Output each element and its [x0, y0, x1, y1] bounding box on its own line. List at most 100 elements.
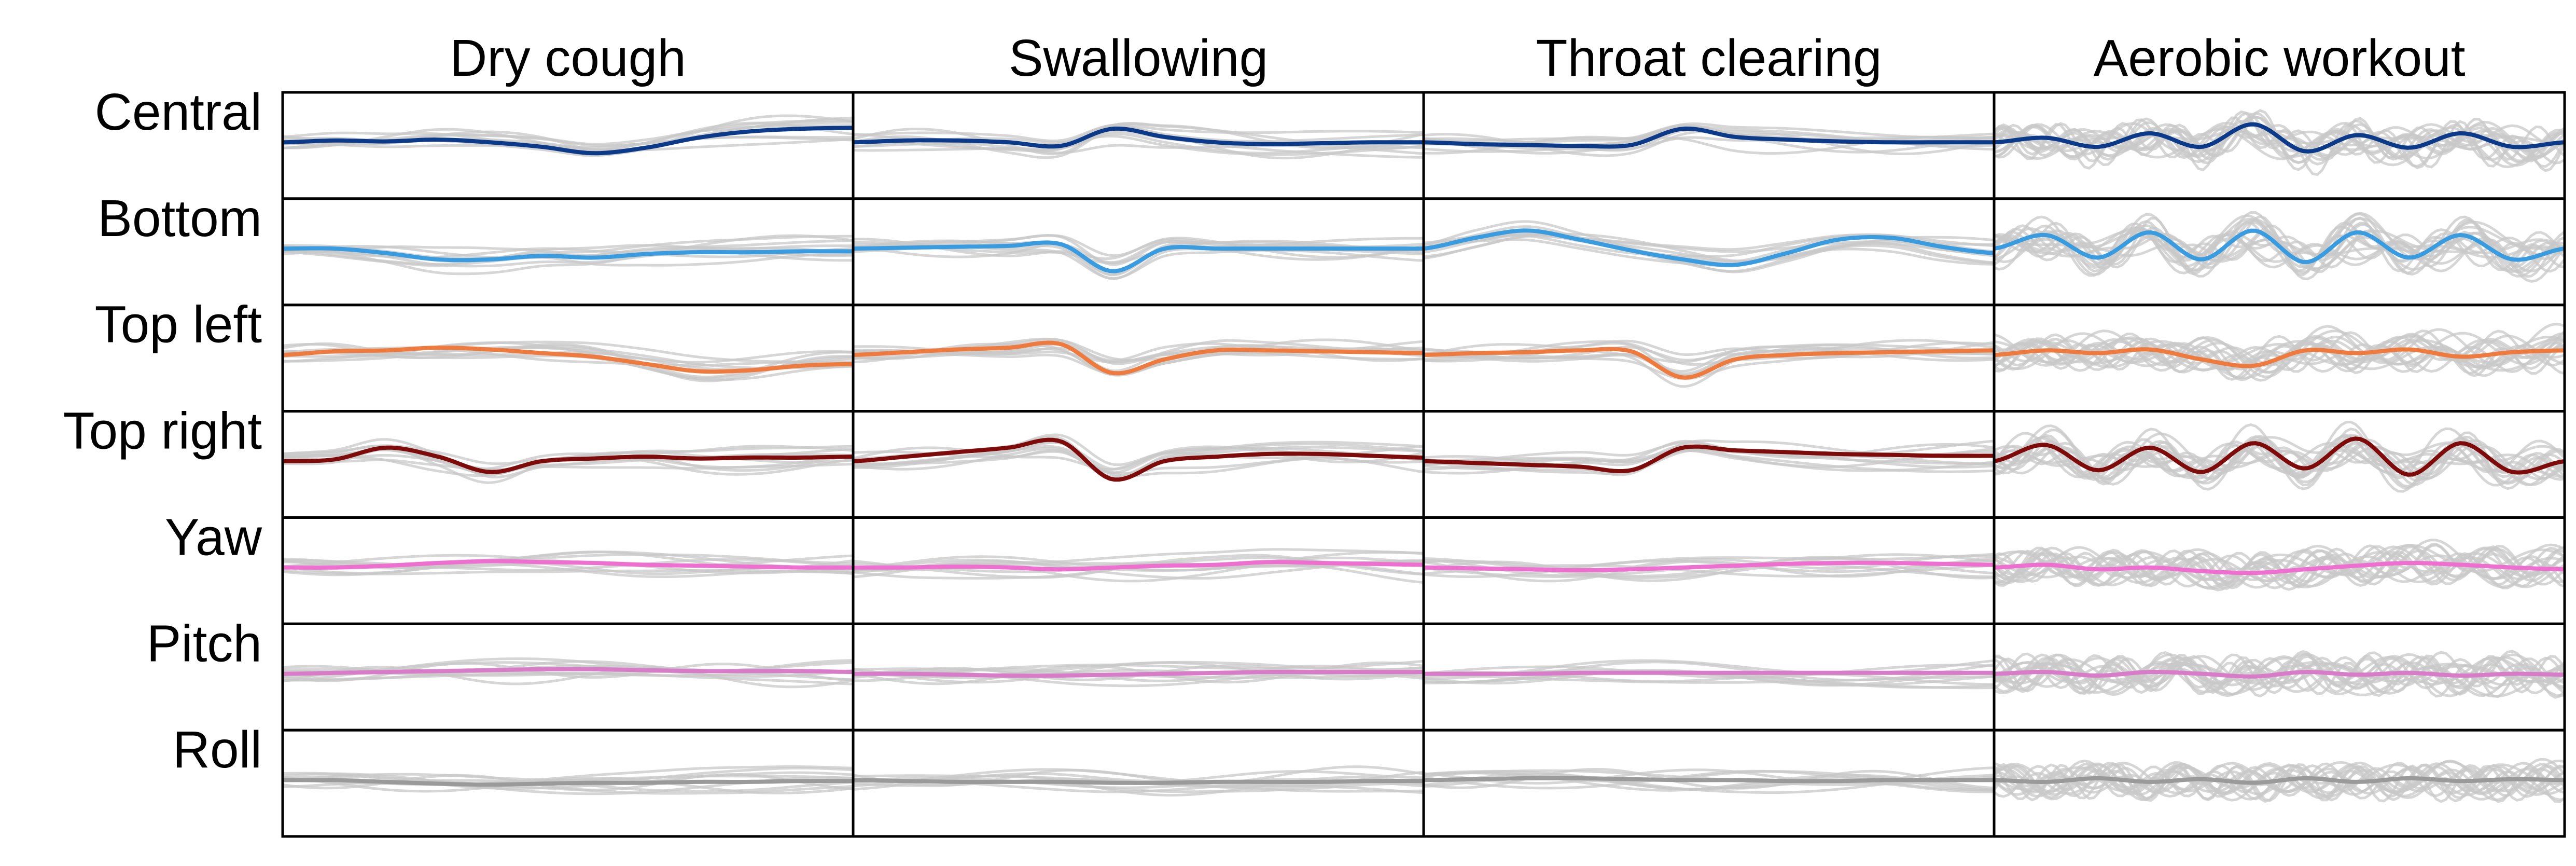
trial-trace: [1424, 233, 1994, 251]
panel-aerobic-workout-central: [1994, 109, 2565, 176]
trial-trace: [853, 240, 1424, 264]
trial-trace: [1424, 664, 1994, 679]
panel-throat-clearing-yaw: [1424, 553, 1994, 583]
trial-trace: [1424, 345, 1994, 373]
trial-trace: [1994, 120, 2565, 156]
trial-trace: [1994, 329, 2565, 374]
trial-trace: [1424, 449, 1994, 473]
trial-trace: [1424, 448, 1994, 473]
mean-trace-bottom: [853, 240, 1424, 273]
panel-swallowing-central: [853, 122, 1424, 160]
mean-trace-central: [1424, 126, 1994, 149]
panel-throat-clearing-top-left: [1424, 339, 1994, 388]
panel-traces: [1424, 766, 1994, 794]
mean-trace-pitch: [1424, 670, 1994, 676]
trial-trace: [1994, 340, 2565, 381]
trial-trace: [283, 340, 853, 363]
panel-traces: [283, 340, 853, 382]
mean-trace-top-left: [853, 340, 1424, 376]
panel-grid: [281, 91, 2566, 838]
mean-trace-top-right: [853, 437, 1424, 482]
mean-trace-roll: [1424, 776, 1994, 783]
trial-trace: [1994, 653, 2565, 695]
panel-dry-cough-central: [283, 114, 853, 157]
panel-swallowing-top-left: [853, 337, 1424, 377]
panel-traces: [1994, 650, 2565, 699]
panel-traces: [853, 433, 1424, 482]
trial-trace: [283, 666, 853, 689]
trial-trace: [1424, 672, 1994, 684]
panel-swallowing-roll: [853, 765, 1424, 797]
mean-trace-pitch: [1994, 669, 2565, 679]
trial-trace: [1424, 235, 1994, 266]
trial-trace: [283, 346, 853, 367]
panel-traces: [853, 659, 1424, 688]
trial-trace: [853, 551, 1424, 572]
panel-traces: [1994, 211, 2565, 283]
column-title-dry-cough: Dry cough: [450, 29, 686, 87]
trial-trace: [283, 438, 853, 479]
trial-trace: [853, 558, 1424, 580]
panel-traces: [1994, 420, 2565, 493]
panel-traces: [1424, 659, 1994, 690]
panel-traces: [1424, 439, 1994, 476]
panel-borders: [281, 91, 2566, 838]
panel-throat-clearing-central: [1424, 122, 1994, 157]
panel-aerobic-workout-roll: [1994, 758, 2565, 804]
trial-trace: [853, 123, 1424, 148]
mean-trace-yaw: [853, 560, 1424, 572]
panel-throat-clearing-top-right: [1424, 439, 1994, 476]
mean-trace-central: [1994, 122, 2565, 154]
panel-dry-cough-roll: [283, 765, 853, 795]
mean-trace-central: [283, 126, 853, 156]
panel-throat-clearing-pitch: [1424, 659, 1994, 690]
panel-dry-cough-top-left: [283, 340, 853, 382]
panel-swallowing-bottom: [853, 234, 1424, 280]
mean-trace-roll: [283, 778, 853, 787]
trial-trace: [1994, 339, 2565, 381]
trial-trace: [1994, 420, 2565, 484]
panel-traces: [283, 765, 853, 795]
trial-trace: [1994, 551, 2565, 584]
trial-trace: [1994, 666, 2565, 686]
mean-trace-bottom: [283, 246, 853, 263]
row-label-roll: Roll: [173, 721, 262, 779]
panel-traces: [283, 114, 853, 157]
trial-trace: [853, 443, 1424, 478]
column-title-aerobic-workout: Aerobic workout: [2094, 29, 2466, 87]
panel-traces: [1994, 109, 2565, 176]
panel-swallowing-top-right: [853, 433, 1424, 482]
mean-trace-roll: [1994, 776, 2565, 785]
panel-dry-cough-yaw: [283, 551, 853, 579]
column-title-swallowing: Swallowing: [1009, 29, 1268, 87]
panel-aerobic-workout-pitch: [1994, 650, 2565, 699]
trial-trace: [1994, 758, 2565, 798]
panel-traces: [283, 657, 853, 689]
panel-dry-cough-bottom: [283, 234, 853, 276]
trial-trace: [283, 454, 853, 471]
panel-swallowing-yaw: [853, 548, 1424, 584]
row-label-yaw: Yaw: [165, 508, 262, 566]
panel-traces: [283, 551, 853, 579]
trial-trace: [853, 123, 1424, 143]
panel-dry-cough-top-right: [283, 438, 853, 484]
mean-trace-bottom: [1424, 228, 1994, 267]
panel-throat-clearing-bottom: [1424, 220, 1994, 273]
row-labels: Central Bottom Top left Top right Yaw Pitch Ro…: [63, 83, 262, 779]
trial-trace: [283, 135, 853, 149]
mean-trace-top-right: [1994, 436, 2565, 477]
trial-trace: [1424, 559, 1994, 583]
trial-trace: [1994, 763, 2565, 804]
panel-dry-cough-pitch: [283, 657, 853, 689]
row-label-central: Central: [95, 83, 262, 141]
mean-trace-top-right: [283, 445, 853, 474]
panel-aerobic-workout-top-right: [1994, 420, 2565, 493]
trial-trace: [283, 662, 853, 682]
mean-trace-pitch: [853, 670, 1424, 678]
trial-trace: [1424, 220, 1994, 273]
panel-traces: [1424, 339, 1994, 388]
panel-traces: [853, 548, 1424, 584]
panel-traces: [1424, 220, 1994, 273]
